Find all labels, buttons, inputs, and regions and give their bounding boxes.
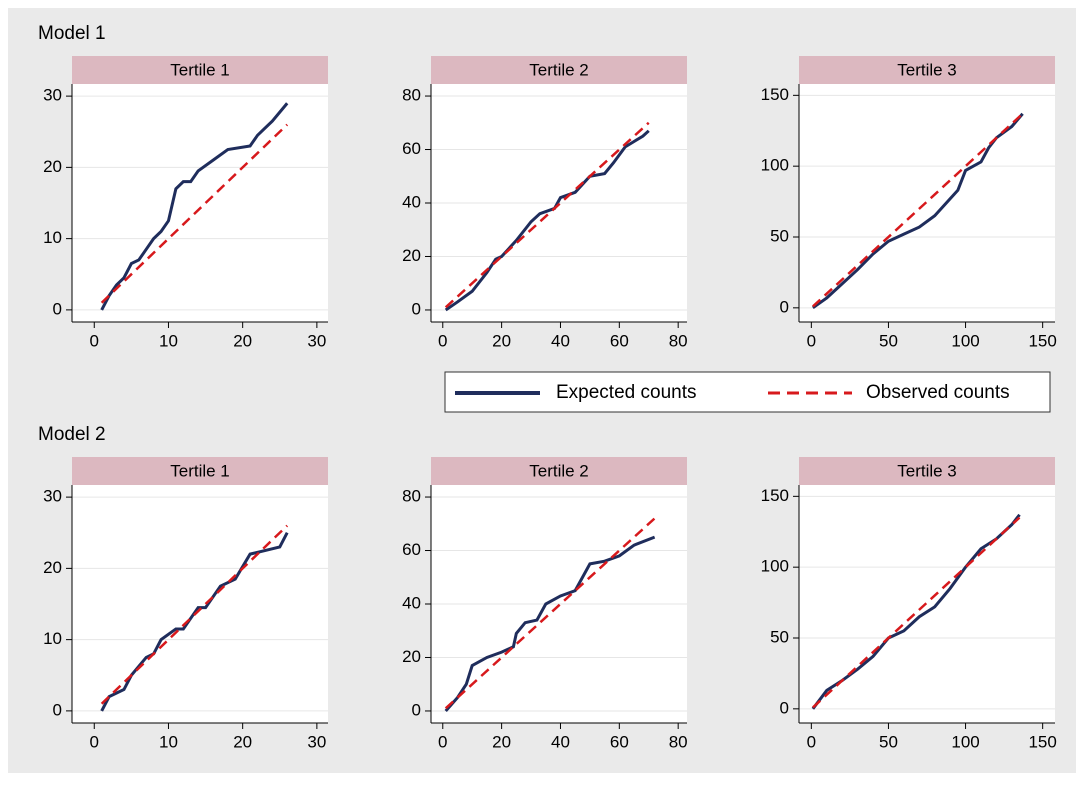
y-tick-label: 100	[761, 557, 789, 576]
y-tick-label: 100	[761, 156, 789, 175]
panel-title: Tertile 3	[897, 461, 957, 480]
panel: Tertile 1 0 10 20 30 0 10 20 30	[43, 457, 328, 751]
panel-title: Tertile 2	[529, 60, 589, 79]
panel-title: Tertile 3	[897, 60, 957, 79]
y-tick-label: 150	[761, 486, 789, 505]
y-tick-label: 0	[412, 299, 421, 318]
x-tick-label: 80	[669, 732, 688, 751]
y-tick-label: 30	[43, 86, 62, 105]
panel: Tertile 2 0 20 40 60 80 0 20 40 60 80	[402, 457, 688, 751]
x-tick-label: 30	[307, 732, 326, 751]
y-tick-label: 0	[412, 700, 421, 719]
y-tick-label: 50	[770, 627, 789, 646]
panel-title: Tertile 1	[170, 461, 230, 480]
y-tick-label: 20	[43, 157, 62, 176]
y-tick-label: 10	[43, 228, 62, 247]
panel: Tertile 1 0 10 20 30 0 10 20 30	[43, 56, 328, 350]
legend-label: Expected counts	[556, 382, 696, 403]
series-line	[444, 121, 650, 309]
strip	[431, 457, 687, 485]
x-tick-label: 0	[90, 732, 99, 751]
x-tick-label: 20	[233, 732, 252, 751]
x-tick-label: 50	[879, 732, 898, 751]
x-tick-label: 80	[669, 331, 688, 350]
x-tick-label: 60	[610, 732, 629, 751]
strip	[799, 457, 1055, 485]
plot-area	[72, 485, 328, 723]
strip	[431, 56, 687, 84]
series-line	[100, 524, 289, 705]
strip	[72, 56, 328, 84]
legend-label: Observed counts	[866, 382, 1010, 403]
y-tick-label: 60	[402, 139, 421, 158]
x-tick-label: 10	[159, 732, 178, 751]
x-tick-label: 20	[233, 331, 252, 350]
y-tick-label: 0	[53, 299, 62, 318]
x-tick-label: 100	[951, 732, 979, 751]
series-line	[100, 532, 289, 712]
series-line	[812, 112, 1024, 310]
legend: Expected counts Observed counts	[444, 371, 1051, 413]
section-title: Model 2	[38, 424, 106, 445]
x-tick-label: 0	[438, 732, 447, 751]
panel: Tertile 3 0 50 100 150 0 50 100 150	[761, 56, 1057, 350]
y-tick-label: 0	[53, 700, 62, 719]
plot-area	[72, 84, 328, 322]
panel: Tertile 2 0 20 40 60 80 0 20 40 60 80	[402, 56, 688, 350]
x-tick-label: 0	[438, 331, 447, 350]
y-tick-label: 40	[402, 192, 421, 211]
series-line	[812, 516, 1021, 709]
x-tick-label: 20	[492, 331, 511, 350]
x-tick-label: 40	[551, 331, 570, 350]
x-tick-label: 150	[1028, 331, 1056, 350]
y-tick-label: 20	[402, 647, 421, 666]
y-tick-label: 30	[43, 487, 62, 506]
x-tick-label: 150	[1028, 732, 1056, 751]
panel-title: Tertile 2	[529, 461, 589, 480]
y-tick-label: 10	[43, 629, 62, 648]
x-tick-label: 10	[159, 331, 178, 350]
x-tick-label: 30	[307, 331, 326, 350]
x-tick-label: 0	[807, 331, 816, 350]
panel: Tertile 3 0 50 100 150 0 50 100 150	[761, 457, 1057, 751]
y-tick-label: 50	[770, 226, 789, 245]
strip	[799, 56, 1055, 84]
panel-title: Tertile 1	[170, 60, 230, 79]
x-tick-label: 100	[951, 331, 979, 350]
series-line	[100, 102, 289, 311]
series-line	[444, 535, 656, 712]
y-tick-label: 40	[402, 593, 421, 612]
y-tick-label: 150	[761, 85, 789, 104]
y-tick-label: 0	[780, 698, 789, 717]
strip	[72, 457, 328, 485]
series-line	[100, 123, 289, 304]
y-tick-label: 60	[402, 540, 421, 559]
x-tick-label: 20	[492, 732, 511, 751]
x-tick-label: 60	[610, 331, 629, 350]
x-tick-label: 40	[551, 732, 570, 751]
section-title: Model 1	[38, 23, 106, 44]
y-tick-label: 0	[780, 297, 789, 316]
y-tick-label: 80	[402, 86, 421, 105]
x-tick-label: 0	[90, 331, 99, 350]
x-tick-label: 0	[807, 732, 816, 751]
y-tick-label: 20	[402, 246, 421, 265]
y-tick-label: 80	[402, 487, 421, 506]
x-tick-label: 50	[879, 331, 898, 350]
y-tick-label: 20	[43, 558, 62, 577]
legend-box	[444, 371, 1051, 413]
